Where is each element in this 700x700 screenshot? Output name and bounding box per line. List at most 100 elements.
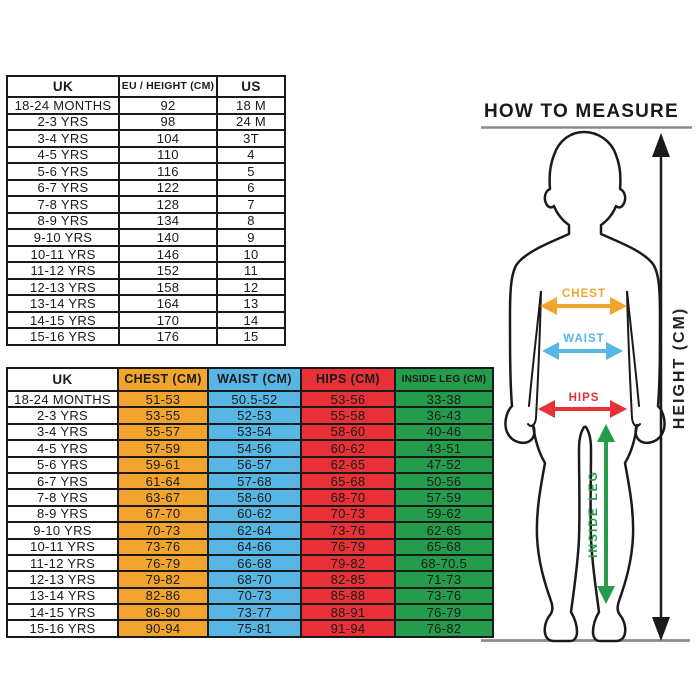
table-row: 5-6 YRS 116 5 bbox=[6, 162, 286, 181]
table-cell: 13-14 YRS bbox=[6, 586, 119, 606]
table-cell: 67-70 bbox=[117, 504, 209, 524]
table-cell: 43-51 bbox=[394, 439, 494, 458]
table-cell: 63-67 bbox=[117, 488, 209, 507]
table-cell: 18-24 MONTHS bbox=[6, 96, 120, 115]
table-cell: 5 bbox=[216, 162, 286, 181]
table-row: 18-24 MONTHS 51-53 50.5-52 53-56 33-38 bbox=[6, 389, 494, 409]
inside-leg-arrow-bottom-head bbox=[597, 586, 615, 604]
table-cell: 116 bbox=[118, 162, 218, 181]
table-cell: 75-81 bbox=[207, 619, 302, 638]
table-cell: 8 bbox=[216, 211, 286, 231]
table-cell: 122 bbox=[118, 178, 218, 198]
table-row: 12-13 YRS 158 12 bbox=[6, 277, 286, 297]
table-cell: 3-4 YRS bbox=[6, 422, 119, 442]
table-cell: 66-68 bbox=[207, 553, 302, 573]
table-cell: 14-15 YRS bbox=[6, 310, 120, 330]
table-row: 8-9 YRS 134 8 bbox=[6, 211, 286, 231]
table-cell: 4 bbox=[216, 145, 286, 165]
table-cell: 68-70 bbox=[207, 570, 302, 589]
table-cell: 6-7 YRS bbox=[6, 178, 120, 198]
table-row: 11-12 YRS 152 11 bbox=[6, 261, 286, 280]
waist-measure-arrow: WAIST bbox=[542, 333, 623, 360]
table-cell: 73-76 bbox=[117, 537, 209, 556]
right-arm-torso-gap bbox=[626, 290, 641, 427]
table-row: 6-7 YRS 61-64 57-68 65-68 50-56 bbox=[6, 471, 494, 491]
table-cell: 50.5-52 bbox=[207, 389, 302, 409]
column-header: UK bbox=[6, 367, 119, 392]
table-cell: 33-38 bbox=[394, 389, 494, 409]
table-row: 7-8 YRS 128 7 bbox=[6, 195, 286, 214]
table-cell: 4-5 YRS bbox=[6, 145, 120, 165]
table-row: 14-15 YRS 170 14 bbox=[6, 310, 286, 330]
table-cell: 3T bbox=[216, 129, 286, 148]
table-cell: 140 bbox=[118, 228, 218, 247]
table-cell: 73-77 bbox=[207, 603, 302, 622]
column-header: INSIDE LEG (CM) bbox=[394, 367, 494, 392]
table-cell: 2-3 YRS bbox=[6, 112, 120, 132]
chest-measure-arrow: CHEST bbox=[540, 288, 627, 315]
chest-arrow-left-head bbox=[540, 297, 557, 315]
hips-label: HIPS bbox=[569, 392, 600, 404]
body-measurements-table: UK CHEST (CM) WAIST (CM) HIPS (CM) INSIDE LE… bbox=[6, 367, 494, 638]
table-cell: 15 bbox=[216, 327, 286, 346]
table-cell: 90-94 bbox=[117, 619, 209, 638]
table-cell: 79-82 bbox=[117, 570, 209, 589]
measurement-diagram: CHEST WAIST HIPS INSIDE LEG bbox=[481, 126, 692, 643]
table-cell: 9 bbox=[216, 228, 286, 247]
table-cell: 73-76 bbox=[300, 521, 396, 540]
height-arrow-bottom-head bbox=[652, 617, 670, 641]
table-cell: 2-3 YRS bbox=[6, 406, 119, 425]
table-cell: 70-73 bbox=[300, 504, 396, 524]
table-cell: 58-60 bbox=[207, 488, 302, 507]
table-row: 11-12 YRS 76-79 66-68 79-82 68-70.5 bbox=[6, 553, 494, 573]
table-cell: 6-7 YRS bbox=[6, 471, 119, 491]
table-cell: 92 bbox=[118, 96, 218, 115]
column-header: CHEST (CM) bbox=[117, 367, 209, 392]
table-cell: 7 bbox=[216, 195, 286, 214]
table-cell: 9-10 YRS bbox=[6, 521, 119, 540]
table-cell: 13 bbox=[216, 294, 286, 313]
inside-leg-label: INSIDE LEG bbox=[586, 470, 600, 558]
table-row: 13-14 YRS 164 13 bbox=[6, 294, 286, 313]
table-cell: 12 bbox=[216, 277, 286, 297]
table-cell: 134 bbox=[118, 211, 218, 231]
table-cell: 18 M bbox=[216, 96, 286, 115]
table-cell: 24 M bbox=[216, 112, 286, 132]
table-cell: 55-57 bbox=[117, 422, 209, 442]
table-cell: 7-8 YRS bbox=[6, 195, 120, 214]
hips-arrow-left-head bbox=[538, 400, 555, 418]
table-row: 13-14 YRS 82-86 70-73 85-88 73-76 bbox=[6, 586, 494, 606]
table-cell: 65-68 bbox=[394, 537, 494, 556]
left-arm-torso-gap bbox=[527, 290, 542, 427]
table-cell: 59-62 bbox=[394, 504, 494, 524]
table-cell: 76-79 bbox=[394, 603, 494, 622]
table-cell: 40-46 bbox=[394, 422, 494, 442]
table-cell: 15-16 YRS bbox=[6, 619, 119, 638]
chest-label: CHEST bbox=[562, 288, 606, 300]
waist-arrow-right-head bbox=[606, 342, 623, 360]
table-cell: 56-57 bbox=[207, 455, 302, 474]
inside-leg-arrow-top-head bbox=[597, 424, 615, 442]
table-cell: 13-14 YRS bbox=[6, 294, 120, 313]
table-row: 2-3 YRS 98 24 M bbox=[6, 112, 286, 132]
hips-arrow-right-head bbox=[610, 400, 627, 418]
table-cell: 8-9 YRS bbox=[6, 211, 120, 231]
height-arrow-top-head bbox=[652, 133, 670, 157]
table-cell: 98 bbox=[118, 112, 218, 132]
column-header: WAIST (CM) bbox=[207, 367, 302, 392]
table-cell: 51-53 bbox=[117, 389, 209, 409]
table-cell: 10-11 YRS bbox=[6, 537, 119, 556]
table-cell: 9-10 YRS bbox=[6, 228, 120, 247]
table-cell: 76-79 bbox=[300, 537, 396, 556]
table-cell: 57-59 bbox=[117, 439, 209, 458]
table-cell: 70-73 bbox=[207, 586, 302, 606]
table-row: 3-4 YRS 104 3T bbox=[6, 129, 286, 148]
table-cell: 68-70 bbox=[300, 488, 396, 507]
table-cell: 104 bbox=[118, 129, 218, 148]
column-header: EU / HEIGHT (CM) bbox=[118, 75, 218, 98]
header-row: UK EU / HEIGHT (CM) US bbox=[6, 75, 286, 98]
table-row: 18-24 MONTHS 92 18 M bbox=[6, 96, 286, 115]
table-cell: 54-56 bbox=[207, 439, 302, 458]
